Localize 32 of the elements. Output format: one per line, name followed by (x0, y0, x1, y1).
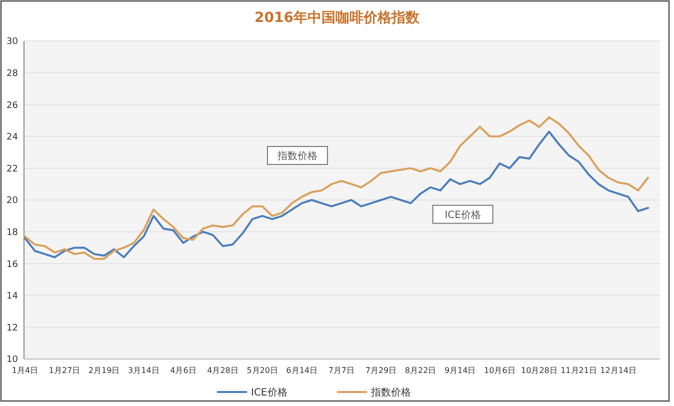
y-tick-label: 30 (6, 37, 18, 48)
y-tick-label: 18 (6, 228, 18, 238)
x-tick-label: 3月14日 (128, 366, 160, 375)
x-tick-label: 4月6日 (170, 366, 196, 375)
y-tick-label: 16 (6, 260, 18, 270)
x-tick-label: 9月14日 (444, 366, 476, 375)
x-tick-label: 1月27日 (48, 366, 80, 375)
y-tick-label: 26 (6, 100, 18, 111)
x-tick-label: 1月4日 (12, 366, 38, 375)
x-tick-label: 6月14日 (286, 366, 318, 375)
x-tick-label: 12月14日 (600, 366, 637, 375)
x-tick-label: 8月22日 (404, 366, 436, 375)
x-tick-label: 7月7日 (328, 366, 355, 375)
x-tick-label: 11月21日 (560, 366, 597, 375)
legend-label: 指数价格 (370, 386, 411, 398)
x-tick-label: 2月19日 (88, 366, 120, 375)
y-tick-label: 20 (6, 196, 18, 206)
y-tick-label: 28 (6, 68, 18, 79)
y-tick-label: 12 (6, 323, 18, 334)
x-tick-label: 10月6日 (484, 366, 516, 375)
y-tick-label: 14 (6, 292, 18, 302)
x-tick-label: 4月28日 (207, 366, 238, 375)
y-tick-label: 22 (6, 164, 18, 174)
annotation: ICE价格 (444, 208, 481, 221)
x-tick-label: 5月20日 (246, 366, 278, 375)
x-tick-label: 7月29日 (365, 366, 397, 375)
y-tick-label: 10 (6, 355, 18, 366)
legend-label: ICE价格 (251, 386, 288, 398)
annotation: 指数价格 (276, 150, 318, 162)
chart-title: 2016年中国咖啡价格指数 (254, 10, 420, 26)
x-tick-label: 10月28日 (521, 366, 558, 375)
y-tick-label: 24 (6, 132, 18, 143)
